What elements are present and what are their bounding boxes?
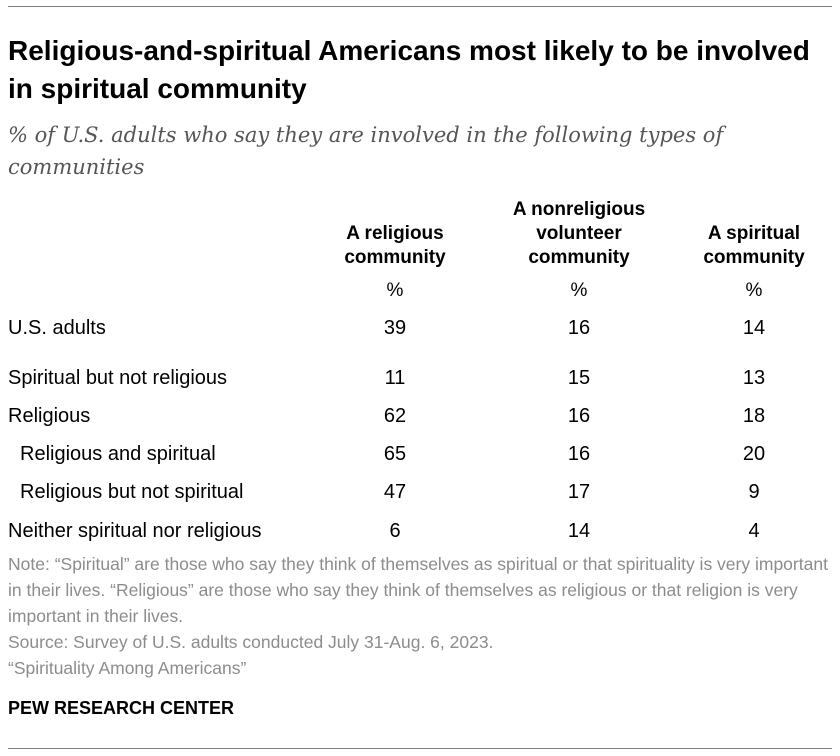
row-label: Neither spiritual nor religious	[8, 520, 262, 542]
brand-logo-text: PEW RESEARCH CENTER	[8, 698, 235, 718]
column-header-2: A nonreligious volunteer community	[489, 198, 669, 270]
table-cell: 4	[748, 520, 760, 542]
table-cell: 47	[383, 481, 407, 503]
footnote-note: Note: “Spiritual” are those who say they…	[8, 554, 828, 626]
top-rule	[8, 6, 832, 7]
column-header-line: community	[344, 247, 446, 268]
footnote-source: Source: Survey of U.S. adults conducted …	[8, 632, 494, 652]
unit-label: %	[570, 280, 588, 301]
chart-subtitle: % of U.S. adults who say they are involv…	[8, 123, 724, 179]
row-label: Religious	[8, 405, 91, 427]
column-header-3: A spiritual community	[664, 222, 840, 270]
chart-title: Religious-and-spiritual Americans most l…	[8, 35, 810, 104]
column-header-line: community	[703, 247, 805, 268]
table-cell: 13	[742, 367, 766, 389]
table-cell: 11	[384, 367, 406, 389]
row-label: U.S. adults	[8, 317, 106, 339]
table-cell: 18	[742, 405, 766, 427]
unit-label: %	[386, 280, 404, 301]
table-cell: 65	[383, 443, 407, 465]
column-header-line: A religious	[346, 223, 444, 244]
table-cell: 14	[742, 317, 766, 339]
column-header-line: A nonreligious	[512, 199, 646, 220]
table-cell: 6	[389, 520, 401, 542]
table-cell: 16	[567, 317, 591, 339]
unit-label: %	[745, 280, 763, 301]
row-label: Spiritual but not religious	[8, 367, 228, 389]
table-cell: 9	[748, 481, 760, 503]
table-cell: 16	[567, 443, 591, 465]
report-title: “Spirituality Among Americans”	[8, 658, 247, 678]
table-cell: 20	[742, 443, 766, 465]
bottom-rule	[8, 748, 832, 749]
column-header-line: community	[528, 247, 630, 268]
table-cell: 16	[567, 405, 591, 427]
table-cell: 62	[383, 405, 407, 427]
table-cell: 14	[567, 520, 591, 542]
table-cell: 15	[567, 367, 591, 389]
column-header-line: A spiritual	[707, 223, 801, 244]
row-label: Religious but not spiritual	[20, 481, 244, 503]
table-cell: 17	[567, 481, 591, 503]
row-label: Religious and spiritual	[20, 443, 216, 465]
column-header-1: A religious community	[305, 222, 485, 270]
column-header-line: volunteer	[536, 223, 622, 244]
table-cell: 39	[383, 317, 407, 339]
